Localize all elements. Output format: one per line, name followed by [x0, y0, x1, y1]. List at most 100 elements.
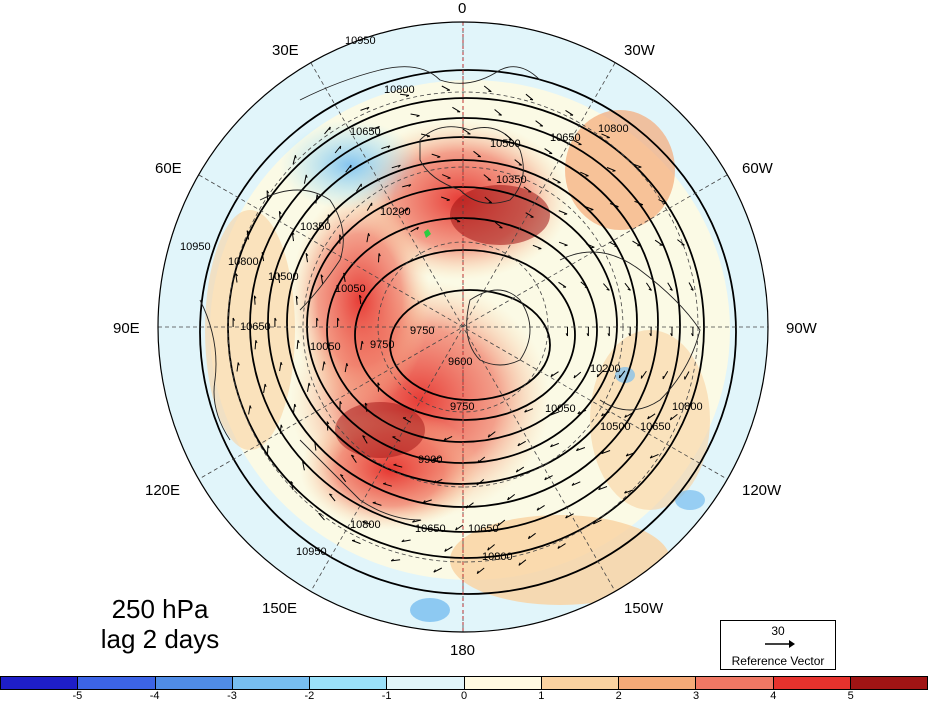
wind-arrow	[372, 502, 382, 506]
wind-arrow	[355, 183, 362, 192]
contour-label: 10650	[468, 523, 499, 535]
wind-arrow	[523, 186, 532, 193]
wind-arrow-head	[628, 333, 631, 337]
contour-label: 10800	[228, 256, 259, 268]
contour-label: 10200	[380, 206, 411, 218]
wind-arrow	[400, 93, 410, 96]
wind-arrow-head	[412, 519, 415, 523]
wind-arrow-head	[515, 469, 519, 473]
location-marker	[424, 229, 431, 238]
wind-arrow	[339, 474, 347, 483]
wind-arrow	[444, 546, 453, 552]
wind-arrow-head	[416, 226, 419, 231]
contour-label: 10050	[335, 283, 366, 295]
wind-arrow	[606, 167, 616, 172]
wind-arrow	[598, 486, 608, 491]
wind-arrow-head	[488, 90, 492, 93]
wind-arrow	[235, 273, 238, 283]
wind-arrow-head	[316, 194, 319, 198]
wind-arrow	[391, 559, 401, 562]
wind-arrow-head	[305, 253, 309, 256]
wind-arrow	[645, 282, 652, 291]
contour-labels: 10950 10800 10800 10650 10500 10350 1065…	[180, 35, 703, 563]
colorbar-cell	[696, 677, 774, 689]
wind-arrow	[401, 539, 411, 543]
wind-arrow	[402, 417, 412, 423]
reference-vector-label: Reference Vector	[731, 654, 825, 668]
wind-arrow-head	[565, 515, 568, 519]
colorbar-tick-label: -4	[149, 690, 160, 702]
wind-arrow	[483, 174, 492, 181]
wind-arrow	[278, 211, 281, 221]
wind-arrow	[518, 559, 527, 566]
wind-arrow-head	[323, 361, 326, 365]
wind-arrow	[465, 502, 474, 509]
colorbar	[0, 676, 928, 690]
colorbar-cell	[619, 677, 697, 689]
wind-arrow	[626, 452, 635, 457]
height-contours	[199, 69, 737, 595]
wind-arrow	[525, 212, 534, 218]
colorbar-cell	[78, 677, 156, 689]
wind-arrow-head	[290, 480, 294, 484]
wind-arrow-head	[584, 286, 588, 289]
wind-arrow-head	[362, 435, 366, 438]
lon-label-30w: 30W	[624, 42, 655, 59]
contour-label: 10500	[490, 138, 521, 150]
lon-label-120e: 120E	[145, 482, 181, 499]
wind-arrow-head	[476, 482, 479, 486]
wind-arrow-head	[557, 545, 560, 549]
wind-arrow	[381, 145, 391, 150]
wind-arrow-head	[387, 145, 391, 149]
wind-arrow	[327, 214, 329, 224]
lon-label-90e: 90E	[113, 320, 140, 337]
wind-arrow-head	[476, 570, 479, 574]
wind-arrow	[658, 199, 667, 204]
wind-arrow	[433, 478, 443, 484]
wind-arrow-head	[302, 461, 305, 465]
wind-arrow-head	[577, 411, 581, 415]
wind-arrow-head	[232, 317, 235, 321]
wind-arrow	[516, 466, 525, 473]
wind-arrow	[649, 453, 659, 459]
wind-arrow-head	[320, 274, 324, 278]
pressure-level-caption: 250 hPa	[111, 594, 209, 624]
wind-arrow-head	[444, 548, 447, 552]
wind-arrow-head	[339, 234, 342, 238]
wind-arrow-head	[433, 569, 436, 573]
wind-arrow-head	[601, 413, 604, 417]
wind-arrow	[392, 436, 401, 442]
wind-arrow-head	[351, 454, 355, 457]
wind-arrow-head	[508, 138, 512, 141]
wind-arrow	[344, 363, 348, 373]
wind-arrow-head	[318, 512, 322, 515]
lon-label-120w: 120W	[742, 482, 782, 499]
wind-arrow	[573, 139, 582, 146]
wind-arrow	[432, 456, 442, 461]
wind-arrow-head	[465, 505, 469, 509]
contour-label: 9900	[418, 454, 442, 466]
contour-label: 10800	[482, 551, 513, 563]
wind-arrow	[584, 206, 594, 211]
wind-arrow	[314, 441, 317, 451]
wind-arrow-head	[524, 409, 527, 413]
wind-arrow	[248, 405, 251, 415]
wind-arrow-head	[280, 424, 283, 428]
wind-arrow-head	[368, 233, 370, 237]
wind-arrow-head	[294, 403, 297, 407]
lon-label-180: 180	[450, 642, 476, 659]
wind-arrow	[292, 155, 296, 165]
wind-arrow	[558, 281, 567, 288]
wind-arrow	[433, 567, 443, 573]
wind-arrow	[550, 411, 560, 416]
wind-arrow-head	[361, 340, 364, 344]
wind-arrow-head	[343, 272, 346, 276]
colorbar-tick-label: -2	[304, 690, 315, 702]
wind-arrow-head	[477, 459, 480, 463]
contour-label: 9750	[410, 325, 434, 337]
wind-arrow	[322, 361, 325, 371]
wind-arrow	[483, 85, 492, 92]
wind-arrow-head	[507, 497, 510, 501]
wind-arrow	[377, 382, 379, 392]
